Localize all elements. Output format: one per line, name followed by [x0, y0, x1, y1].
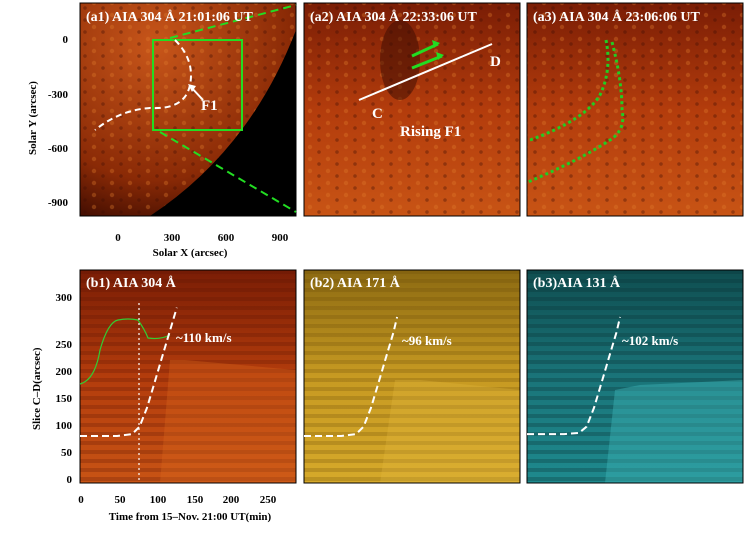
panel-a3-title: (a3) AIA 304 Å 23:06:06 UT [533, 9, 700, 25]
top-y-axis-label: Solar Y (arcsec) [27, 81, 39, 155]
b1-rise-track [80, 307, 178, 437]
svg-text:50: 50 [115, 494, 127, 506]
panel-b2-title: (b2) AIA 171 Å [310, 275, 401, 291]
panel-a2: C D Rising F1 (a2) AIA 304 Å 22:33:06 UT [303, 2, 521, 217]
b3-speed-label: ~102 km/s [622, 333, 678, 348]
svg-text:-600: -600 [48, 143, 69, 155]
b1-speed-label: ~110 km/s [176, 330, 232, 345]
svg-text:900: 900 [272, 232, 289, 244]
svg-text:0: 0 [78, 494, 84, 506]
top-y-axis: 0 -300 -600 -900 Solar Y (arcsec) [27, 34, 69, 209]
zoom-box [152, 39, 243, 131]
bottom-y-axis: 0 50 100 150 200 250 300 Slice C–D(arcse… [31, 292, 73, 486]
bottom-y-axis-label: Slice C–D(arcsec) [31, 347, 43, 430]
svg-text:300: 300 [56, 292, 73, 304]
svg-text:200: 200 [223, 494, 240, 506]
panel-b3-title: (b3)AIA 131 Å [533, 275, 621, 291]
top-x-axis-label: Solar X (arcsec) [153, 247, 228, 259]
slice-d-label: D [490, 54, 501, 70]
top-x-axis: 0 300 600 900 Solar X (arcsec) [115, 232, 289, 259]
svg-text:100: 100 [150, 494, 167, 506]
svg-text:600: 600 [218, 232, 235, 244]
panel-b1-title: (b1) AIA 304 Å [86, 275, 177, 291]
svg-text:250: 250 [260, 494, 277, 506]
zoom-line-bottom [159, 131, 297, 213]
svg-text:150: 150 [56, 393, 73, 405]
panel-a1-title: (a1) AIA 304 Å 21:01:06 UT [86, 9, 253, 25]
panel-a3: (a3) AIA 304 Å 23:06:06 UT [526, 2, 744, 217]
svg-text:-300: -300 [48, 89, 69, 101]
filament-outline-left [529, 39, 610, 142]
b2-speed-label: ~96 km/s [402, 333, 452, 348]
rise-arrow-2 [411, 54, 443, 70]
panel-b2: ~96 km/s (b2) AIA 171 Å [303, 269, 521, 484]
bottom-x-axis: 0 50 100 150 200 250 Time from 15–Nov. 2… [78, 494, 277, 523]
b3-rise-track [527, 316, 622, 436]
svg-text:250: 250 [56, 339, 73, 351]
svg-text:100: 100 [56, 420, 73, 432]
panel-a1: F1 (a1) AIA 304 Å 21:01:06 UT [79, 2, 297, 217]
svg-text:200: 200 [56, 366, 73, 378]
panel-b3: ~102 km/s (b3)AIA 131 Å [526, 269, 744, 484]
panel-b1: ~110 km/s (b1) AIA 304 Å [79, 269, 297, 484]
svg-text:150: 150 [187, 494, 204, 506]
svg-text:0: 0 [115, 232, 121, 244]
svg-text:50: 50 [61, 447, 73, 459]
b2-rise-track [304, 316, 399, 437]
bottom-x-axis-label: Time from 15–Nov. 21:00 UT(min) [109, 511, 272, 523]
f1-label: F1 [201, 98, 218, 114]
svg-text:300: 300 [164, 232, 181, 244]
filament-outline-right [527, 41, 625, 184]
filament-f1-outline [94, 39, 192, 131]
zoom-line-top [169, 4, 297, 39]
svg-text:-900: -900 [48, 197, 69, 209]
svg-text:0: 0 [63, 34, 69, 46]
panel-a2-title: (a2) AIA 304 Å 22:33:06 UT [310, 9, 477, 25]
slice-cd-line [358, 43, 493, 101]
rising-f1-label: Rising F1 [400, 124, 461, 140]
b1-light-curve [79, 318, 171, 385]
slice-c-label: C [372, 106, 383, 122]
svg-text:0: 0 [67, 474, 73, 486]
